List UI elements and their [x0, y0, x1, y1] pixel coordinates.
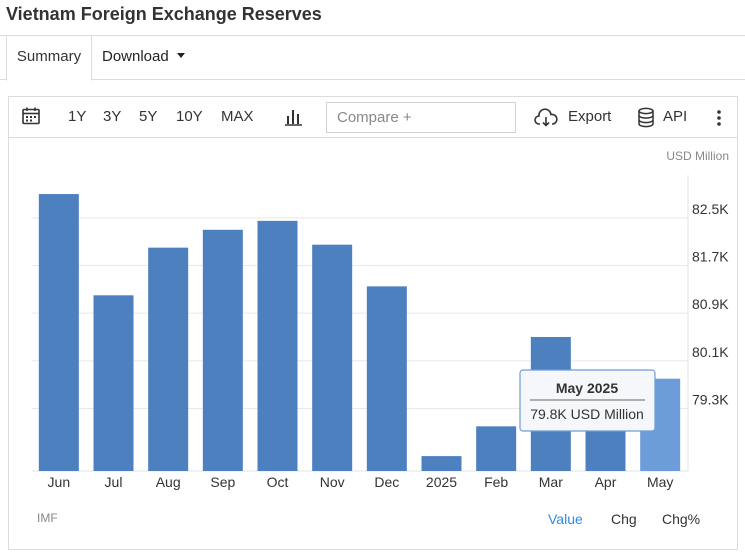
tooltip-box: [519, 369, 656, 432]
y-tick-label: 82.5K: [692, 201, 729, 217]
more-vertical-icon[interactable]: [714, 109, 724, 132]
tooltip-value: 79.8K USD Million: [530, 406, 644, 422]
chart-toolbar: 1Y 3Y 5Y 10Y MAX Compare + Export API: [8, 96, 738, 138]
toggle-chg-percent[interactable]: Chg%: [662, 511, 701, 527]
export-button[interactable]: Export: [568, 108, 612, 125]
x-tick-label: Apr: [595, 474, 617, 490]
x-tick-label: Jun: [48, 474, 71, 490]
toggle-value[interactable]: Value: [548, 511, 583, 527]
page-title: Vietnam Foreign Exchange Reserves: [6, 4, 322, 24]
x-tick-label: Dec: [374, 474, 399, 490]
calendar-icon[interactable]: [21, 106, 41, 131]
bar-nov[interactable]: [312, 244, 353, 471]
bar-oct[interactable]: [257, 220, 298, 471]
tab-download-label: Download: [102, 48, 169, 65]
axis-labels: 79.3K 80.1K 80.9K 81.7K 82.5K Jun Jul Aug Sep Oct…: [48, 201, 730, 490]
grid-lines: [32, 175, 689, 472]
unit-label: USD Million: [666, 149, 729, 163]
title-divider: [0, 35, 745, 36]
y-tick-label: 80.9K: [692, 296, 729, 312]
api-button[interactable]: API: [663, 108, 688, 125]
compare-input[interactable]: Compare +: [326, 102, 516, 133]
range-3y[interactable]: 3Y: [103, 108, 122, 125]
x-tick-label: Aug: [156, 474, 181, 490]
bar-jun[interactable]: [38, 194, 79, 471]
chart-card: [8, 96, 738, 550]
bar-jul[interactable]: [93, 295, 134, 471]
range-1y[interactable]: 1Y: [68, 108, 87, 125]
tab-summary[interactable]: Summary: [6, 36, 92, 81]
bar-dec[interactable]: [366, 286, 407, 471]
source-label: IMF: [37, 511, 58, 525]
cloud-download-icon[interactable]: [534, 108, 558, 133]
x-tick-label: May: [647, 474, 673, 490]
x-tick-label: Mar: [539, 474, 563, 490]
bar-sep[interactable]: [202, 229, 243, 471]
y-tick-label: 80.1K: [692, 344, 729, 360]
tab-bar: Summary Download: [0, 36, 745, 81]
x-tick-label: Nov: [320, 474, 345, 490]
bar-chart-icon[interactable]: [285, 107, 303, 132]
x-tick-label: Oct: [267, 474, 289, 490]
range-5y[interactable]: 5Y: [139, 108, 158, 125]
tab-download[interactable]: Download: [102, 36, 185, 80]
range-10y[interactable]: 10Y: [176, 108, 203, 125]
range-max[interactable]: MAX: [221, 108, 254, 125]
caret-down-icon: [176, 53, 185, 59]
y-tick-label: 79.3K: [692, 391, 729, 407]
bar-feb[interactable]: [476, 426, 517, 471]
bar-aug[interactable]: [148, 247, 189, 471]
database-icon[interactable]: [637, 107, 655, 134]
bar-2025[interactable]: [421, 456, 462, 471]
x-tick-label: Feb: [484, 474, 508, 490]
x-tick-label: Jul: [105, 474, 123, 490]
y-tick-label: 81.7K: [692, 249, 729, 265]
x-tick-label: Sep: [210, 474, 235, 490]
toggle-chg[interactable]: Chg: [611, 511, 637, 527]
x-tick-label: 2025: [426, 474, 457, 490]
tooltip-title: May 2025: [556, 380, 618, 396]
tooltip: May 2025 79.8K USD Million: [519, 369, 656, 432]
